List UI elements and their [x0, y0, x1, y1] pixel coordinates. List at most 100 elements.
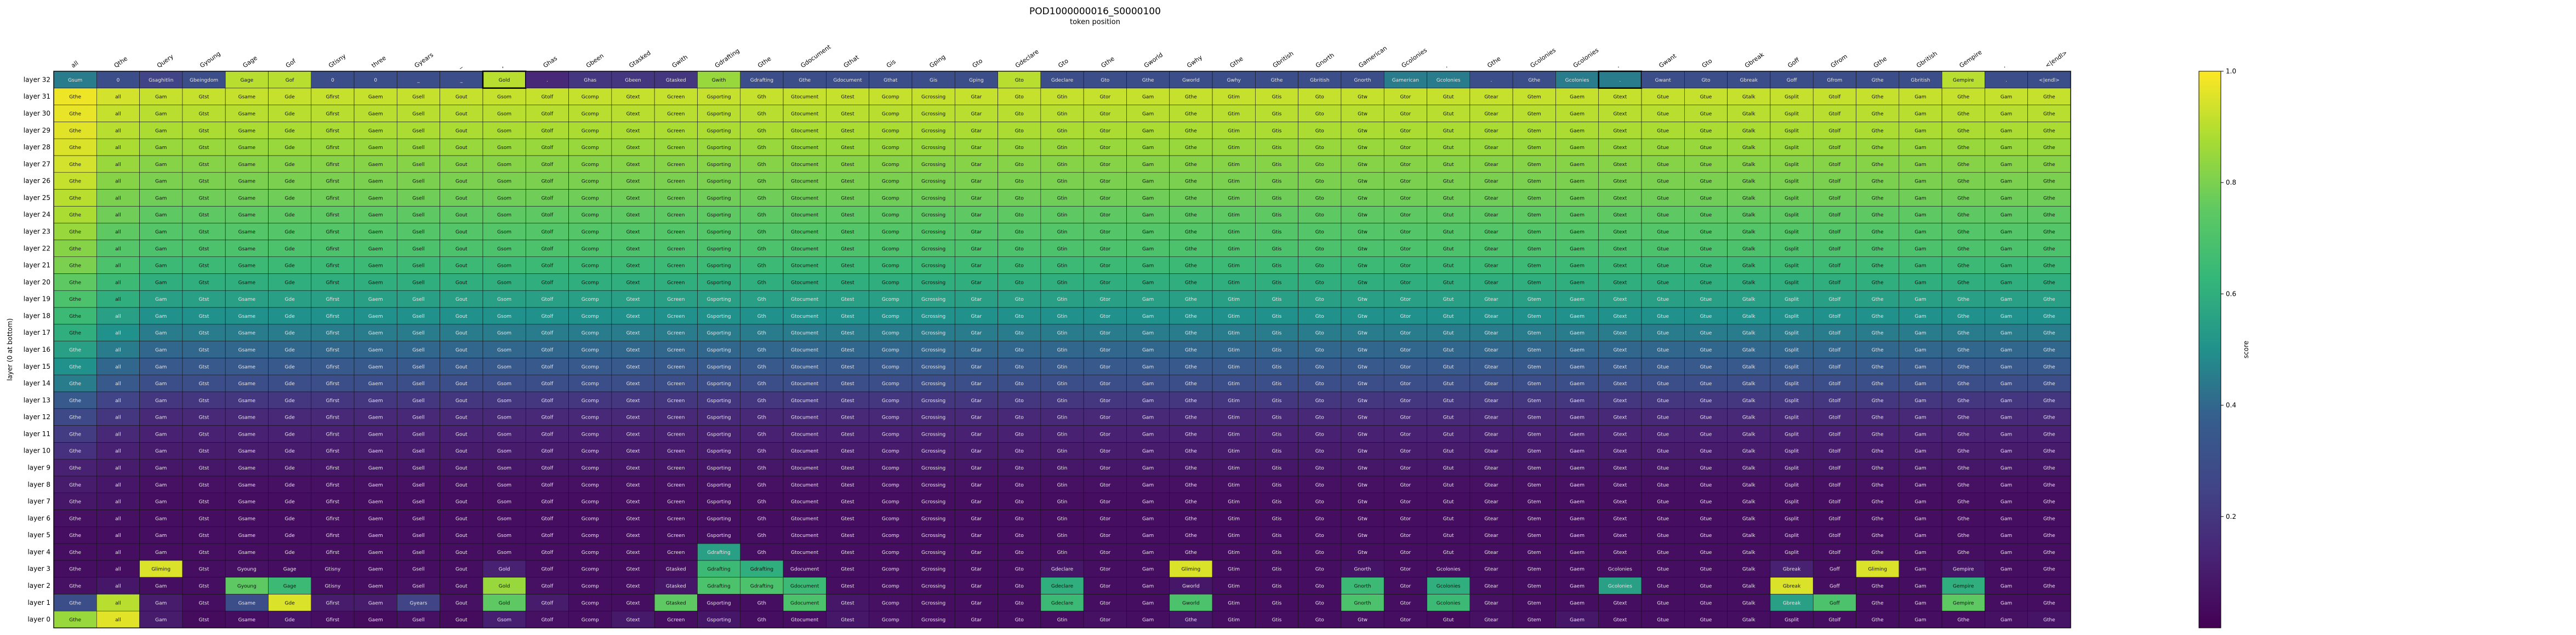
- heatmap-cell: [1083, 290, 1127, 308]
- cell-label: Gaem: [368, 196, 383, 201]
- cell-label: Gsporting: [707, 415, 731, 421]
- cell-label: Gaem: [368, 145, 383, 151]
- heatmap-cell: [354, 273, 397, 291]
- cell-label: Gtext: [1613, 364, 1627, 370]
- cell-label: Gtin: [1057, 516, 1068, 522]
- heatmap-cell: [482, 459, 526, 477]
- cell-label: Gtue: [1657, 179, 1669, 185]
- heatmap-cell: [998, 577, 1041, 594]
- heatmap-cell: [1985, 594, 2028, 611]
- cell-label: Gtor: [1099, 533, 1110, 539]
- heatmap-cell: [440, 408, 483, 426]
- cell-label: Gthe: [1957, 500, 1969, 505]
- x-tick-label: ,: [499, 62, 504, 70]
- heatmap-cell: [740, 493, 784, 510]
- heatmap-cell: [1469, 341, 1513, 358]
- cell-label: Gtolf: [1829, 432, 1842, 437]
- heatmap-cell: [1555, 358, 1599, 375]
- cell-label: Gnorth: [1354, 600, 1371, 606]
- cell-label: Gthe: [1872, 432, 1884, 437]
- cell-label: Gtor: [1099, 449, 1110, 454]
- cell-label: Gam: [2001, 584, 2012, 590]
- cell-label: Gthe: [1872, 78, 1884, 83]
- cell-label: Gaem: [1570, 230, 1585, 235]
- heatmap-cell: [1212, 543, 1256, 561]
- cell-label: Gtext: [1613, 111, 1627, 117]
- cell-label: Gam: [2001, 331, 2012, 336]
- heatmap-cell: [268, 273, 312, 291]
- heatmap-cell: [998, 273, 1041, 291]
- cell-label: Gthe: [69, 348, 81, 353]
- heatmap-cell: [1813, 290, 1856, 308]
- heatmap-cell: [1555, 610, 1599, 628]
- cell-label: Gtis: [1272, 179, 1282, 185]
- heatmap-cell: [1684, 341, 1728, 358]
- cell-label: Gtest: [841, 95, 854, 100]
- heatmap-cell: [1985, 239, 2028, 257]
- heatmap-cell: [954, 510, 998, 527]
- cell-label: Gto: [1015, 230, 1024, 235]
- cell-label: Gtest: [841, 516, 854, 522]
- cell-label: Gtem: [1528, 398, 1541, 404]
- cell-label: Gtar: [971, 533, 982, 539]
- y-tick-label: layer 24: [24, 211, 50, 219]
- cell-label: Gtue: [1700, 179, 1712, 185]
- cell-label: Gthe: [69, 179, 81, 185]
- heatmap-cell: [568, 610, 612, 628]
- cell-label: Gth: [757, 364, 766, 370]
- heatmap-cell: [911, 560, 955, 577]
- cell-label: Gtor: [1400, 145, 1411, 151]
- cell-label: Gam: [1914, 466, 1926, 471]
- cell-label: Gtext: [1613, 348, 1627, 353]
- heatmap-cell: [1727, 577, 1771, 594]
- heatmap-cell: [1298, 222, 1342, 241]
- cell-label: Gtut: [1443, 381, 1454, 387]
- heatmap-cell: [1813, 239, 1856, 257]
- cell-label: Gtext: [626, 364, 640, 370]
- cell-label: Gtocument: [791, 500, 819, 505]
- cell-label: Gcrossing: [921, 213, 945, 218]
- heatmap-cell: [1169, 610, 1213, 628]
- cell-label: Gtin: [1057, 415, 1068, 421]
- cell-label: Gthe: [69, 398, 81, 404]
- cell-label: Gtin: [1057, 331, 1068, 336]
- cell-label: Gtor: [1099, 466, 1110, 471]
- heatmap-cell: [783, 206, 827, 224]
- cell-label: _: [417, 78, 420, 83]
- heatmap-cell: [1341, 425, 1384, 443]
- cell-label: Gtolf: [542, 128, 554, 134]
- cell-label: Gtocument: [791, 466, 819, 471]
- cell-label: Gthe: [69, 297, 81, 302]
- heatmap-cell: [1169, 239, 1213, 257]
- cell-label: Gthe: [2043, 415, 2055, 421]
- heatmap-cell: [53, 206, 97, 224]
- cell-label: Gcrossing: [921, 145, 945, 151]
- heatmap-cell: [1298, 577, 1342, 594]
- cell-label: Gtim: [1228, 466, 1240, 471]
- cell-label: Gtin: [1057, 128, 1068, 134]
- heatmap-cell: [1555, 510, 1599, 527]
- cell-label: Gtext: [626, 381, 640, 387]
- heatmap-cell: [998, 408, 1041, 426]
- heatmap-cell: [1813, 408, 1856, 426]
- cell-label: Gcreen: [667, 297, 685, 302]
- heatmap-cell: [482, 341, 526, 358]
- cell-label: Gtue: [1700, 533, 1712, 539]
- heatmap-cell: [697, 206, 741, 224]
- cell-label: Gtolf: [1829, 247, 1842, 252]
- cell-label: Gthe: [1957, 213, 1969, 218]
- heatmap-cell: [1941, 577, 1985, 594]
- cell-label: Gtis: [1272, 111, 1282, 117]
- heatmap-cell: [697, 610, 741, 628]
- x-tick-label: Gworld: [1143, 52, 1164, 70]
- cell-label: Gthe: [69, 483, 81, 488]
- cell-label: Gthe: [2043, 533, 2055, 539]
- cell-label: Gwith: [712, 78, 726, 83]
- heatmap-cell: [1383, 374, 1427, 392]
- heatmap-cell: [440, 222, 483, 241]
- cell-label: Gsom: [497, 162, 511, 168]
- heatmap-cell: [568, 526, 612, 544]
- heatmap-cell: [1598, 610, 1642, 628]
- heatmap-cell: [311, 543, 355, 561]
- heatmap-cell: [482, 476, 526, 493]
